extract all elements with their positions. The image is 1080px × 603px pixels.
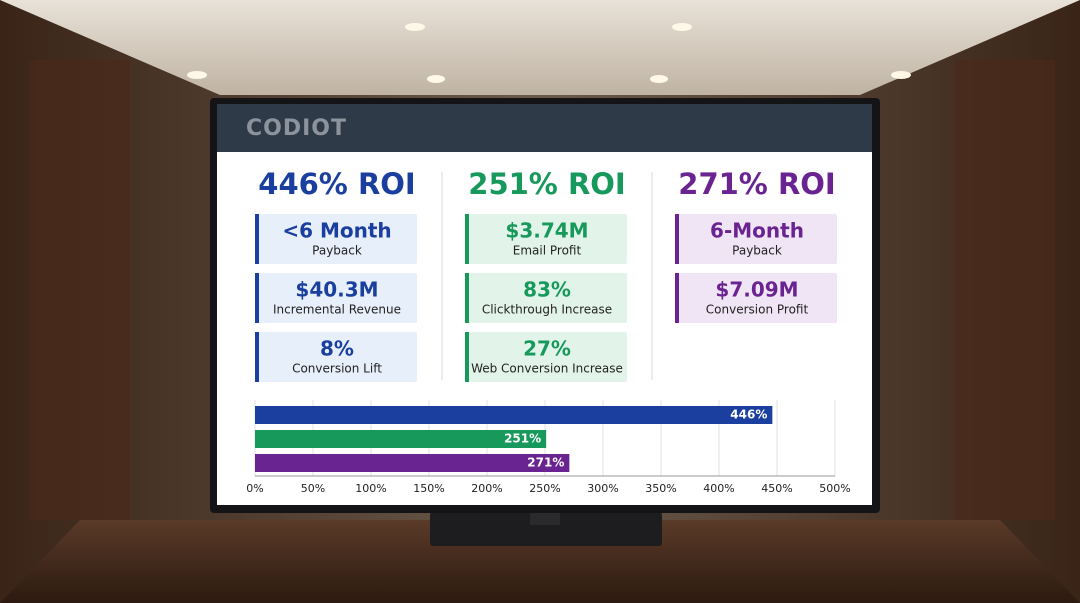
logo: CODIOT	[246, 116, 347, 141]
card-accent	[255, 214, 259, 264]
card-accent	[465, 332, 469, 382]
card	[675, 273, 837, 323]
x-tick-label: 350%	[645, 482, 676, 495]
card-label: Web Conversion Increase	[471, 362, 623, 376]
bar-label: 446%	[730, 408, 767, 422]
x-tick-label: 50%	[301, 482, 325, 495]
bar	[255, 454, 570, 472]
card	[465, 214, 627, 264]
x-tick-label: 100%	[355, 482, 386, 495]
card	[255, 273, 417, 323]
bar	[255, 430, 547, 448]
header-bar	[217, 104, 872, 152]
card-value: $40.3M	[295, 278, 378, 302]
card-value: $3.74M	[505, 219, 588, 243]
x-tick-label: 150%	[413, 482, 444, 495]
card-accent	[675, 214, 679, 264]
card-value: 27%	[523, 337, 571, 361]
x-tick-label: 500%	[819, 482, 850, 495]
card-label: Email Profit	[513, 244, 582, 258]
card	[255, 214, 417, 264]
card-value: <6 Month	[282, 219, 391, 243]
card	[465, 332, 627, 382]
card-label: Conversion Lift	[292, 362, 382, 376]
card-label: Conversion Profit	[706, 303, 809, 317]
x-tick-label: 400%	[703, 482, 734, 495]
card-accent	[675, 273, 679, 323]
x-tick-label: 250%	[529, 482, 560, 495]
ceiling-lights	[187, 23, 911, 83]
card	[675, 214, 837, 264]
column-title: 251% ROI	[468, 167, 625, 201]
column-title: 446% ROI	[258, 167, 415, 201]
wall-panel	[955, 60, 1055, 520]
card-label: Payback	[732, 244, 782, 258]
card-value: 6-Month	[710, 219, 804, 243]
card-value: $7.09M	[715, 278, 798, 302]
card-label: Clickthrough Increase	[482, 303, 612, 317]
card-accent	[255, 332, 259, 382]
card-value: 83%	[523, 278, 571, 302]
card-accent	[465, 273, 469, 323]
x-tick-label: 0%	[246, 482, 263, 495]
card	[255, 332, 417, 382]
card-accent	[465, 214, 469, 264]
card-value: 8%	[320, 337, 354, 361]
x-tick-label: 300%	[587, 482, 618, 495]
bar-label: 251%	[504, 432, 541, 446]
card	[465, 273, 627, 323]
card-label: Payback	[312, 244, 362, 258]
dashboard: 446% ROI<6 MonthPayback$40.3MIncremental…	[246, 167, 850, 495]
x-tick-label: 450%	[761, 482, 792, 495]
card-accent	[255, 273, 259, 323]
x-tick-label: 200%	[471, 482, 502, 495]
bar	[255, 406, 773, 424]
wall-panel	[30, 60, 130, 520]
tv-stand	[430, 512, 662, 546]
ceiling	[0, 0, 1080, 95]
column-title: 271% ROI	[678, 167, 835, 201]
card-label: Incremental Revenue	[273, 303, 401, 317]
bar-label: 271%	[527, 456, 564, 470]
table	[0, 520, 1080, 603]
